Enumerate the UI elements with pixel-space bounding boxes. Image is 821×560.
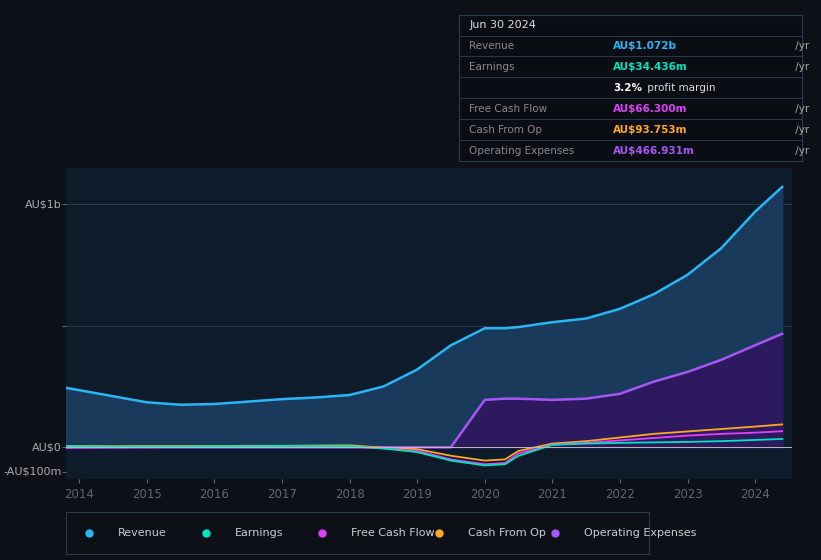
Text: Earnings: Earnings xyxy=(470,62,515,72)
Text: /yr: /yr xyxy=(791,125,809,135)
Text: AU$66.300m: AU$66.300m xyxy=(613,104,688,114)
Text: Free Cash Flow: Free Cash Flow xyxy=(470,104,548,114)
Text: AU$1b: AU$1b xyxy=(25,199,62,209)
Text: /yr: /yr xyxy=(791,41,809,51)
Text: AU$466.931m: AU$466.931m xyxy=(613,146,695,156)
Text: Cash From Op: Cash From Op xyxy=(468,529,546,538)
Text: AU$34.436m: AU$34.436m xyxy=(613,62,688,72)
Text: Free Cash Flow: Free Cash Flow xyxy=(351,529,435,538)
Text: AU$1.072b: AU$1.072b xyxy=(613,41,677,51)
Text: Revenue: Revenue xyxy=(118,529,167,538)
Text: /yr: /yr xyxy=(791,146,809,156)
Text: AU$93.753m: AU$93.753m xyxy=(613,125,688,135)
Text: Operating Expenses: Operating Expenses xyxy=(470,146,575,156)
Text: -AU$100m: -AU$100m xyxy=(3,466,62,477)
Text: /yr: /yr xyxy=(791,104,809,114)
Text: AU$0: AU$0 xyxy=(32,442,62,452)
Text: Revenue: Revenue xyxy=(470,41,515,51)
Text: Jun 30 2024: Jun 30 2024 xyxy=(470,20,536,30)
Text: Operating Expenses: Operating Expenses xyxy=(585,529,697,538)
Text: /yr: /yr xyxy=(791,62,809,72)
Text: Earnings: Earnings xyxy=(235,529,283,538)
Text: profit margin: profit margin xyxy=(644,83,716,93)
Text: 3.2%: 3.2% xyxy=(613,83,642,93)
Text: Cash From Op: Cash From Op xyxy=(470,125,542,135)
